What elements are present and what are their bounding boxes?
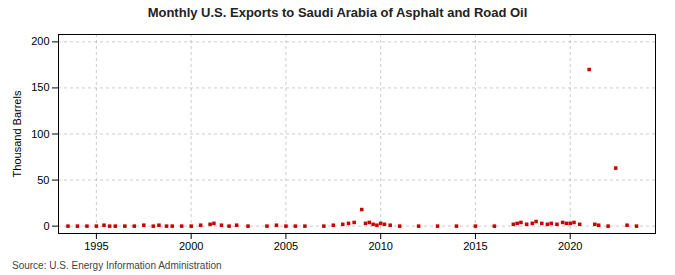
svg-text:2005: 2005 xyxy=(274,240,298,252)
svg-text:150: 150 xyxy=(31,81,49,93)
svg-text:200: 200 xyxy=(31,35,49,47)
svg-text:50: 50 xyxy=(37,174,49,186)
html-text:Source: U.S. Energy Informatio: Source: U.S. Energy Information Administ… xyxy=(12,260,222,271)
svg-text:2000: 2000 xyxy=(179,240,203,252)
html-text:Monthly U.S. Exports to Saudi: Monthly U.S. Exports to Saudi Arabia of … xyxy=(147,5,528,20)
svg-text:2020: 2020 xyxy=(558,240,582,252)
svg-text:2015: 2015 xyxy=(463,240,487,252)
svg-text:100: 100 xyxy=(31,128,49,140)
svg-text:1995: 1995 xyxy=(84,240,108,252)
svg-text:Thousand Barrels: Thousand Barrels xyxy=(11,90,23,177)
svg-text:2010: 2010 xyxy=(368,240,392,252)
svg-text:0: 0 xyxy=(43,220,49,232)
